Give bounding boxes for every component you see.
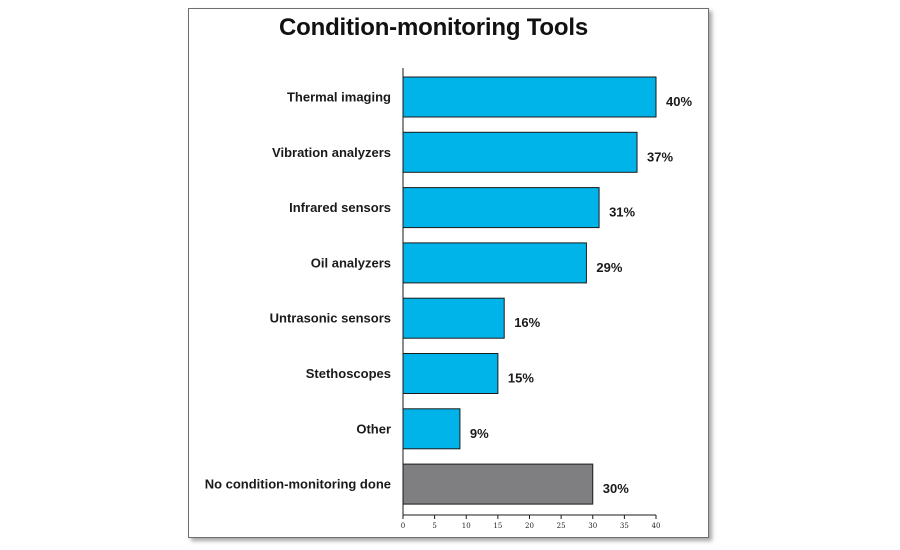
x-tick-label-0: 0	[401, 522, 405, 530]
x-tick-label-15: 15	[493, 522, 502, 530]
category-label-stethoscopes: Stethoscopes	[306, 366, 391, 381]
value-label-vibration-analyzers: 37%	[647, 149, 673, 164]
x-tick-label-5: 5	[432, 522, 436, 530]
bar-infrared-sensors	[402, 187, 600, 229]
x-tick-label-25: 25	[557, 522, 566, 530]
chart-title: Condition-monitoring Tools	[279, 14, 588, 41]
x-tick-label-10: 10	[462, 522, 471, 530]
value-label-oil-analyzers: 29%	[596, 260, 622, 275]
category-label-thermal-imaging: Thermal imaging	[287, 90, 391, 105]
category-label-no-condition-monitoring-done: No condition-monitoring done	[205, 477, 391, 492]
value-label-infrared-sensors: 31%	[609, 205, 635, 220]
x-tick-label-30: 30	[588, 522, 597, 530]
bar-thermal-imaging	[402, 76, 657, 118]
x-tick-label-40: 40	[652, 522, 661, 530]
value-label-thermal-imaging: 40%	[666, 94, 692, 109]
value-label-untrasonic-sensors: 16%	[514, 315, 540, 330]
category-label-untrasonic-sensors: Untrasonic sensors	[270, 311, 391, 326]
axis-layer: 0 5 10 15 20 25 30 35 40	[401, 68, 661, 530]
value-label-other: 9%	[470, 426, 489, 441]
bar-vibration-analyzers	[402, 131, 638, 173]
bar-untrasonic-sensors	[402, 297, 505, 339]
bar-stethoscopes	[402, 353, 499, 394]
bar-oil-analyzers	[402, 242, 587, 284]
value-label-stethoscopes: 15%	[508, 371, 534, 386]
bar-other	[402, 408, 461, 450]
category-label-infrared-sensors: Infrared sensors	[289, 200, 391, 215]
x-tick-label-20: 20	[525, 522, 534, 530]
bar-no-condition-monitoring-done	[402, 463, 594, 505]
x-tick-label-35: 35	[620, 522, 629, 530]
category-label-vibration-analyzers: Vibration analyzers	[272, 145, 391, 160]
category-label-oil-analyzers: Oil analyzers	[311, 255, 391, 270]
category-label-other: Other	[356, 421, 391, 436]
value-label-no-condition-monitoring-done: 30%	[603, 481, 629, 496]
bars-layer: Thermal imaging 40% Vibration analyzers 37%…	[205, 76, 692, 505]
